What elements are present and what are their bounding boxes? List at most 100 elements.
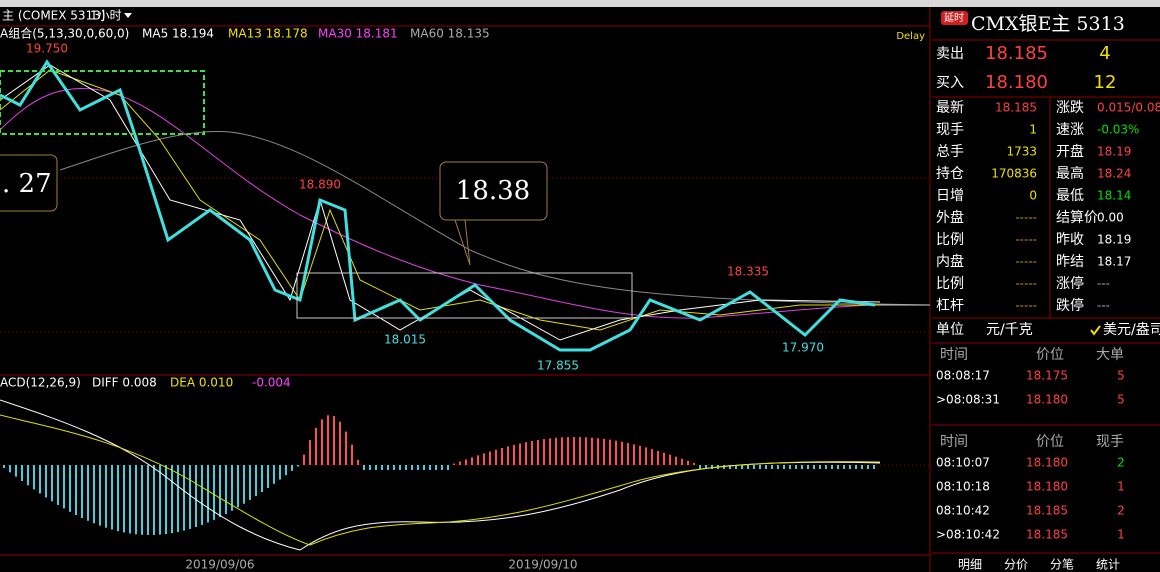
trade-volume: 5 bbox=[1117, 369, 1125, 383]
unit-option: 元/千克 bbox=[986, 322, 1033, 338]
field-value: ----- bbox=[1015, 233, 1037, 247]
field-value: ----- bbox=[1015, 255, 1037, 269]
panel-lines bbox=[932, 39, 1160, 554]
field-label: 最新 bbox=[936, 100, 964, 116]
field-value: 18.17 bbox=[1097, 255, 1131, 269]
side-label: 卖出 bbox=[936, 46, 964, 62]
tab[interactable]: 分笔 bbox=[1050, 557, 1074, 572]
field-label: 结算价 bbox=[1056, 210, 1098, 226]
field-label: 最高 bbox=[1056, 165, 1084, 182]
field-label: 比例 bbox=[936, 276, 964, 292]
trade-time: 08:10:18 bbox=[936, 480, 990, 494]
callout-text: 18.38 bbox=[456, 176, 530, 206]
ma30: MA30 18.181 bbox=[318, 27, 398, 41]
range-box bbox=[296, 272, 633, 319]
trade-volume: 1 bbox=[1117, 480, 1125, 494]
side-price: 18.185 bbox=[985, 43, 1048, 64]
unit-label: 单位 bbox=[936, 322, 964, 338]
field-label: 昨结 bbox=[1056, 254, 1084, 270]
tab[interactable]: 分价 bbox=[1004, 558, 1028, 572]
field-value: --- bbox=[1097, 277, 1110, 291]
trade-time: 08:10:42 bbox=[936, 504, 990, 518]
field-label: 比例 bbox=[936, 232, 964, 248]
trade-price: 18.180 bbox=[1026, 480, 1068, 494]
field-value: 1 bbox=[1029, 123, 1037, 137]
high-label: 18.890 bbox=[299, 178, 341, 192]
field-value: ----- bbox=[1015, 299, 1037, 313]
macd-value: -0.004 bbox=[252, 376, 291, 390]
trade-price: 18.175 bbox=[1026, 369, 1068, 383]
field-value: 0.015/0.08% bbox=[1097, 101, 1160, 115]
trade-volume: 5 bbox=[1117, 393, 1125, 407]
callout-text: . 27 bbox=[2, 169, 52, 199]
field-label: 最低 bbox=[1056, 188, 1084, 204]
field-label: 涨跌 bbox=[1056, 100, 1084, 116]
field-label: 涨停 bbox=[1056, 275, 1084, 292]
delay: Delay bbox=[896, 31, 925, 42]
date-label: 2019/09/06 bbox=[185, 558, 254, 572]
field-label: 外盘 bbox=[936, 209, 964, 226]
trade-price: 18.180 bbox=[1026, 393, 1068, 407]
field-label: 日增 bbox=[936, 188, 964, 204]
trade-header: 大单 bbox=[1096, 347, 1124, 363]
trade-header: 时间 bbox=[940, 347, 968, 363]
field-label: 总手 bbox=[936, 144, 964, 160]
tab[interactable]: 明细 bbox=[958, 558, 982, 572]
badge bbox=[941, 11, 968, 25]
field-value: 170836 bbox=[991, 167, 1037, 181]
trade-volume: 1 bbox=[1117, 528, 1125, 542]
field-label: 持仓 bbox=[936, 166, 964, 182]
trade-header: 时间 bbox=[940, 434, 968, 450]
macd-dea: DEA 0.010 bbox=[170, 376, 233, 390]
field-value: 0.00 bbox=[1097, 211, 1124, 225]
top-strip bbox=[0, 0, 1160, 7]
ma-group[interactable]: A组合(5,13,30,0,60,0) bbox=[0, 26, 129, 41]
field-value: 18.19 bbox=[1097, 145, 1131, 159]
side-price: 18.180 bbox=[985, 72, 1048, 93]
trade-time: >08:10:42 bbox=[936, 528, 1000, 542]
badge-text: 延时 bbox=[944, 12, 964, 24]
trade-header: 价位 bbox=[1036, 434, 1064, 450]
field-label: 昨收 bbox=[1056, 232, 1084, 248]
trade-time: >08:08:31 bbox=[936, 393, 1000, 407]
field-value: 18.19 bbox=[1097, 233, 1131, 247]
field-label: 速涨 bbox=[1056, 122, 1084, 138]
trade-time: 08:08:17 bbox=[936, 369, 990, 383]
field-value: -0.03% bbox=[1097, 123, 1139, 137]
field-value: 18.185 bbox=[995, 101, 1037, 115]
macd-name[interactable]: ACD(12,26,9) bbox=[0, 376, 81, 390]
trade-price: 18.180 bbox=[1026, 456, 1068, 470]
low-label: 17.855 bbox=[537, 359, 579, 373]
side-volume: 12 bbox=[1094, 72, 1117, 93]
date-label: 2019/09/10 bbox=[508, 558, 577, 572]
field-label: 内盘 bbox=[936, 253, 964, 270]
callout bbox=[0, 154, 58, 212]
field-label: 杠杆 bbox=[936, 298, 964, 314]
trade-volume: 2 bbox=[1117, 504, 1125, 518]
trade-header: 现手 bbox=[1096, 434, 1124, 450]
trade-volume: 2 bbox=[1117, 456, 1125, 470]
trade-price: 18.185 bbox=[1026, 528, 1068, 542]
tab[interactable]: 统计 bbox=[1096, 558, 1120, 572]
side-volume: 4 bbox=[1099, 43, 1110, 64]
low-label: 18.015 bbox=[384, 333, 426, 347]
field-label: 现手 bbox=[936, 122, 964, 138]
macd-histogram bbox=[3, 415, 875, 535]
field-value: 18.14 bbox=[1097, 189, 1131, 203]
high-label: 19.750 bbox=[26, 42, 68, 56]
dropdown-icon[interactable] bbox=[124, 13, 132, 18]
low-label: 17.970 bbox=[782, 341, 824, 355]
field-label: 跌停 bbox=[1056, 297, 1084, 314]
macd-diff: DIFF 0.008 bbox=[92, 376, 157, 390]
period[interactable]: 1小时 bbox=[90, 9, 122, 23]
field-value: ----- bbox=[1015, 277, 1037, 291]
macd-lines bbox=[0, 399, 881, 551]
field-value: 18.24 bbox=[1097, 167, 1131, 181]
quote-title: CMX银E主 5313 bbox=[971, 13, 1125, 35]
side-label: 买入 bbox=[936, 75, 964, 91]
chart-frame bbox=[0, 7, 931, 572]
ma13: MA13 18.178 bbox=[228, 27, 308, 41]
unit-option[interactable]: 美元/盎司 bbox=[1103, 322, 1160, 338]
field-label: 开盘 bbox=[1056, 143, 1084, 160]
